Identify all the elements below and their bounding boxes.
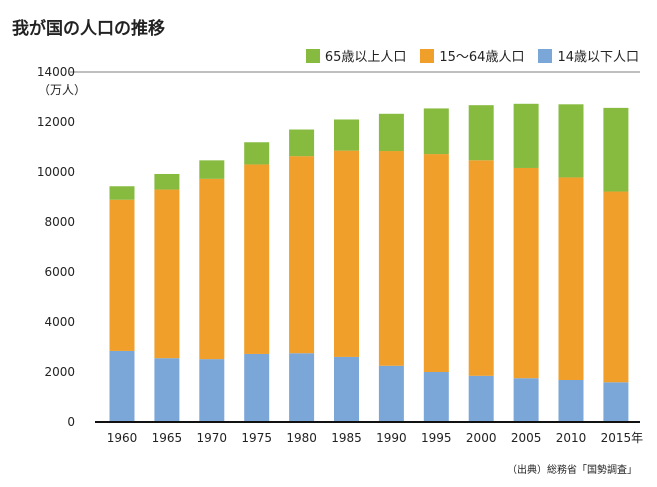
y-tick-label: 8000	[44, 215, 75, 229]
bar-segment	[423, 108, 449, 155]
legend-item: 15～64歳人口	[420, 46, 524, 65]
x-tick-label: 2000	[466, 431, 497, 445]
bar-segment	[289, 129, 315, 157]
bar-segment	[378, 151, 404, 366]
bar-segment	[199, 178, 225, 360]
legend: 65歳以上人口 15～64歳人口 14歳以下人口	[305, 46, 639, 65]
legend-item: 14歳以下人口	[538, 46, 639, 65]
bar-segment	[468, 160, 494, 376]
x-tick-label: 1985	[331, 431, 362, 445]
bar-segment	[378, 365, 404, 422]
bar-segment	[334, 119, 359, 151]
x-tick-label: 2015年	[601, 431, 644, 445]
legend-label: 15～64歳人口	[439, 50, 525, 65]
x-tick-label: 1995	[421, 431, 452, 445]
legend-label: 65歳以上人口	[324, 50, 407, 65]
x-tick-label: 2005	[511, 431, 542, 445]
bar-segment	[558, 104, 584, 178]
bar-segment	[468, 375, 494, 422]
legend-swatch	[538, 48, 553, 63]
bar-segment	[109, 350, 135, 422]
bar-segment	[199, 160, 225, 179]
legend-swatch	[305, 48, 320, 63]
y-tick-label: 0	[67, 415, 75, 429]
bar-segment	[154, 358, 180, 422]
bar-segment	[423, 154, 449, 372]
legend-swatch	[420, 48, 435, 63]
y-tick-label: 6000	[44, 265, 75, 279]
y-tick-label: 2000	[44, 365, 75, 379]
x-tick-label: 2010	[556, 431, 587, 445]
bar-segment	[468, 105, 494, 161]
x-tick-label: 1980	[286, 431, 317, 445]
bar-segment	[199, 359, 225, 422]
bar-segment	[603, 107, 629, 192]
y-tick-label: 4000	[44, 315, 75, 329]
bar-segment	[334, 150, 359, 357]
y-tick-label: 12000	[37, 115, 75, 129]
bar-segment	[244, 353, 270, 422]
bar-segment	[109, 199, 135, 351]
x-tick-label: 1970	[197, 431, 228, 445]
x-tick-label: 1990	[376, 431, 407, 445]
bar-segment	[603, 191, 629, 383]
x-tick-label: 1965	[152, 431, 183, 445]
bar-segment	[558, 380, 584, 422]
bar-segment	[603, 382, 629, 422]
bar-segment	[289, 353, 315, 422]
bar-segment	[244, 164, 270, 354]
bar-segment	[558, 177, 584, 380]
bar-segment	[378, 113, 404, 152]
y-tick-label: 10000	[37, 165, 75, 179]
bar-segment	[513, 378, 539, 422]
bar-segment	[423, 371, 449, 422]
chart-title: 我が国の人口の推移	[12, 19, 165, 39]
legend-item: 65歳以上人口	[305, 46, 407, 65]
bar-segment	[513, 167, 539, 379]
bar-segment	[513, 103, 539, 168]
x-tick-label: 1960	[107, 431, 138, 445]
bar-segment	[154, 173, 180, 190]
bar-segment	[109, 186, 135, 200]
bar-segment	[154, 189, 180, 359]
x-tick-label: 1975	[241, 431, 272, 445]
y-axis-unit: （万人）	[38, 83, 87, 97]
source-note: （出典）総務省「国勢調査」	[507, 465, 637, 476]
bar-segment	[334, 356, 359, 422]
legend-label: 14歳以下人口	[557, 50, 639, 65]
y-tick-label: 14000	[37, 65, 75, 79]
bar-segment	[244, 142, 270, 165]
bar-segment	[289, 156, 315, 354]
